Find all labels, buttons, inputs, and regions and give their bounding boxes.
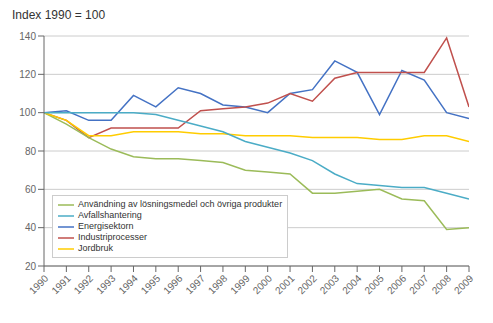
svg-text:1998: 1998	[206, 272, 230, 296]
svg-text:80: 80	[25, 146, 37, 157]
svg-text:1999: 1999	[228, 272, 252, 296]
svg-text:2002: 2002	[295, 272, 319, 296]
svg-text:2004: 2004	[340, 272, 364, 296]
html-text:Jordbruk: Jordbruk	[78, 243, 113, 253]
svg-text:2003: 2003	[318, 272, 342, 296]
svg-text:2005: 2005	[362, 272, 386, 296]
html-text:Användning av lösningsmedel oc: Användning av lösningsmedel och övriga p…	[78, 199, 283, 209]
html-text:Industriprocesser: Industriprocesser	[78, 232, 147, 242]
svg-text:20: 20	[25, 261, 37, 272]
html-text:Index 1990 = 100: Index 1990 = 100	[12, 8, 106, 22]
svg-text:100: 100	[19, 107, 36, 118]
svg-text:1997: 1997	[184, 272, 208, 296]
svg-text:1991: 1991	[49, 272, 73, 296]
svg-text:1995: 1995	[139, 272, 163, 296]
svg-text:2001: 2001	[273, 272, 297, 296]
svg-text:1993: 1993	[94, 272, 118, 296]
svg-text:120: 120	[19, 69, 36, 80]
svg-text:1990: 1990	[27, 272, 51, 296]
svg-text:60: 60	[25, 184, 37, 195]
svg-text:1994: 1994	[116, 272, 140, 296]
html-text:Energisektorn: Energisektorn	[78, 221, 134, 231]
svg-text:1992: 1992	[72, 272, 96, 296]
svg-text:40: 40	[25, 222, 37, 233]
svg-text:2006: 2006	[385, 272, 409, 296]
svg-text:2008: 2008	[430, 272, 454, 296]
svg-text:140: 140	[19, 31, 36, 42]
html-text:Avfallshantering: Avfallshantering	[78, 210, 142, 220]
svg-text:1996: 1996	[161, 272, 185, 296]
svg-text:2009: 2009	[452, 272, 476, 296]
svg-text:2007: 2007	[407, 272, 431, 296]
svg-text:2000: 2000	[251, 272, 275, 296]
